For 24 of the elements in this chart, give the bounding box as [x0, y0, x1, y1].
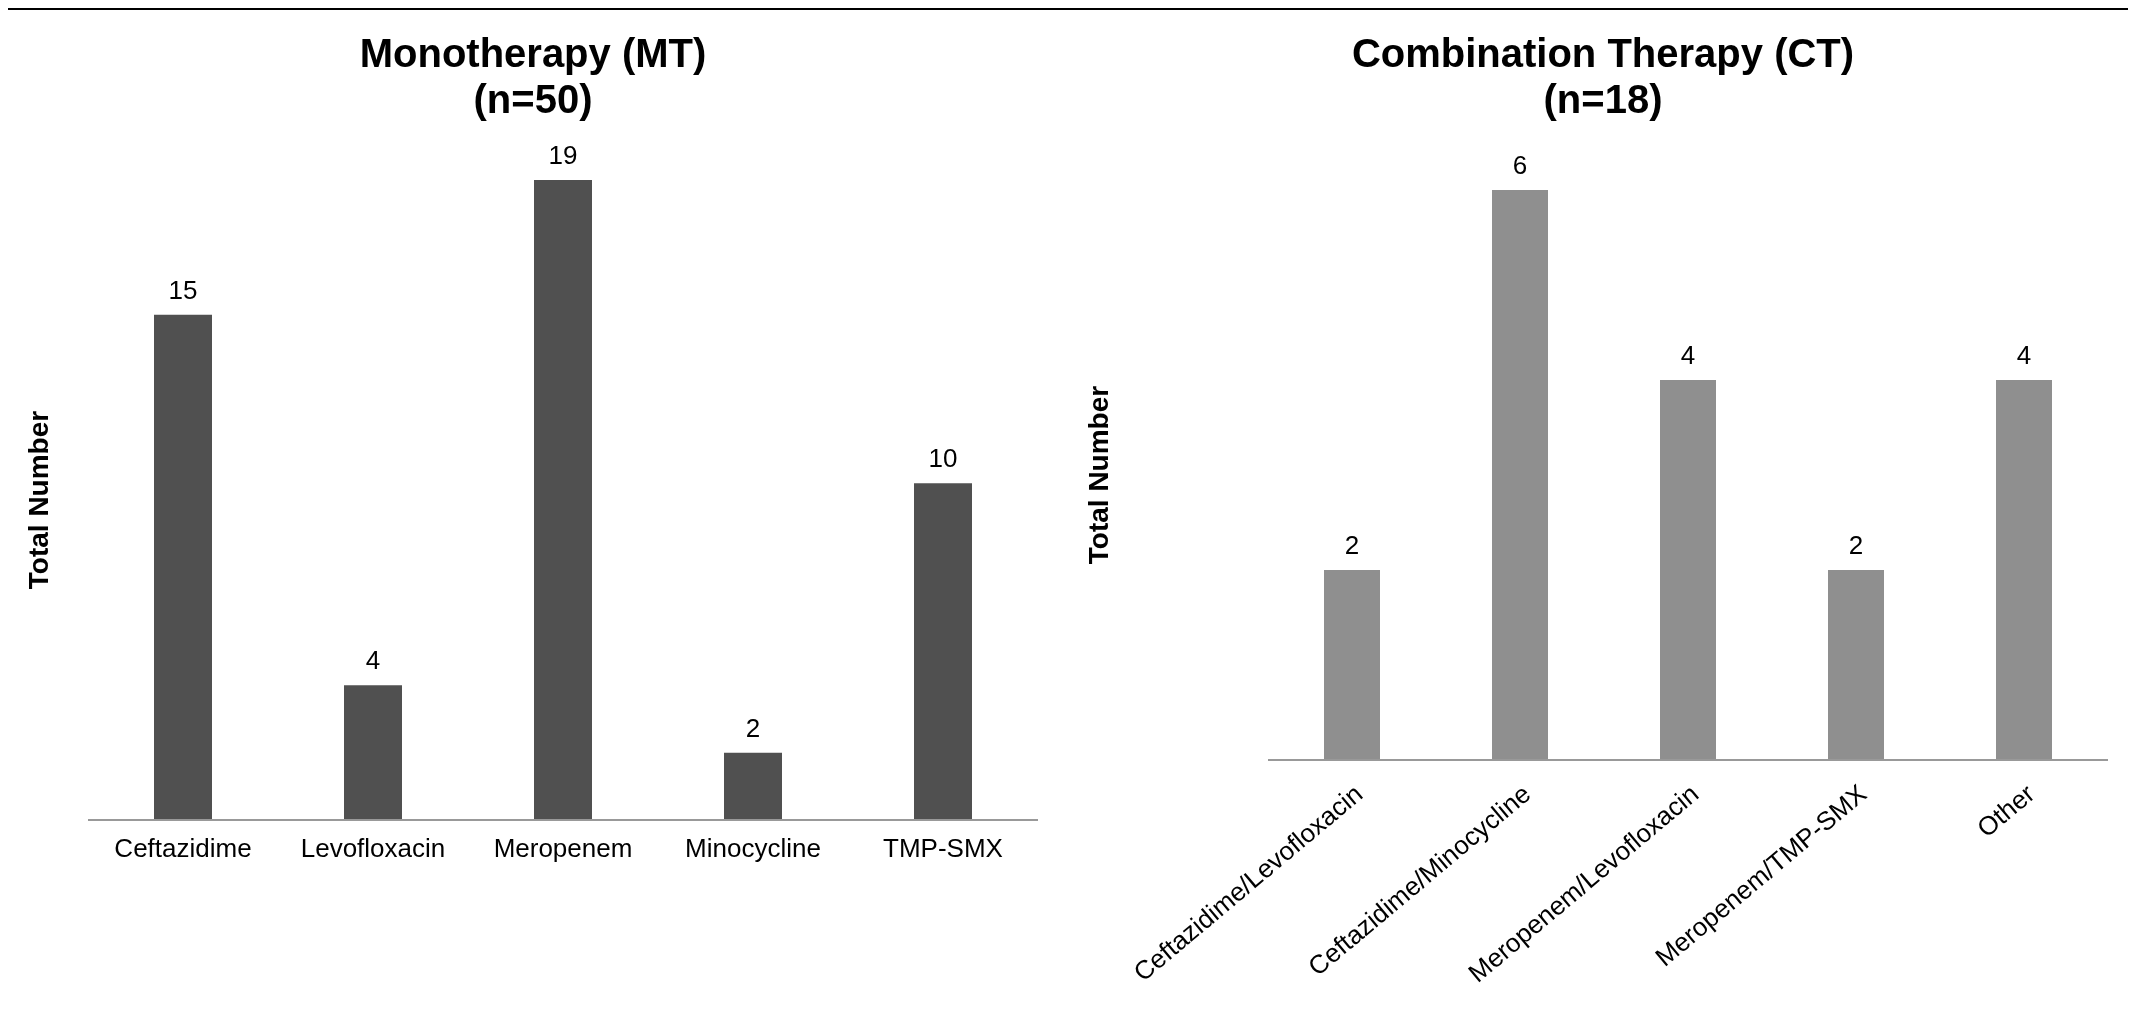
x-tick-label: Ceftazidime: [114, 833, 252, 864]
data-label: 2: [1344, 530, 1360, 560]
data-label: 10: [928, 443, 958, 474]
data-label: 15: [168, 274, 198, 305]
bar: [914, 483, 972, 820]
data-label: 6: [1512, 150, 1528, 180]
x-tick-label: TMP-SMX: [883, 833, 1003, 864]
data-label: 2: [1848, 530, 1864, 560]
y-axis-title: Total Number: [22, 410, 54, 590]
data-label: 4: [365, 645, 381, 676]
x-tick-label: Levofloxacin: [300, 833, 446, 864]
data-label: 2: [745, 712, 761, 743]
data-label: 19: [548, 140, 578, 170]
chart-title: Combination Therapy (CT) (n=18): [1350, 30, 1856, 123]
data-label: 4: [2016, 340, 2032, 370]
bar: [724, 752, 782, 820]
chart-title: Monotherapy (MT) (n=50): [358, 30, 708, 123]
y-axis-title: Total Number: [1082, 385, 1114, 565]
x-tick-label: Minocycline: [685, 833, 821, 864]
bar: [344, 685, 402, 820]
data-label: 4: [1680, 340, 1696, 370]
bar: [154, 314, 212, 820]
x-tick-label: Meropenem: [493, 833, 633, 864]
bar: [534, 180, 592, 820]
